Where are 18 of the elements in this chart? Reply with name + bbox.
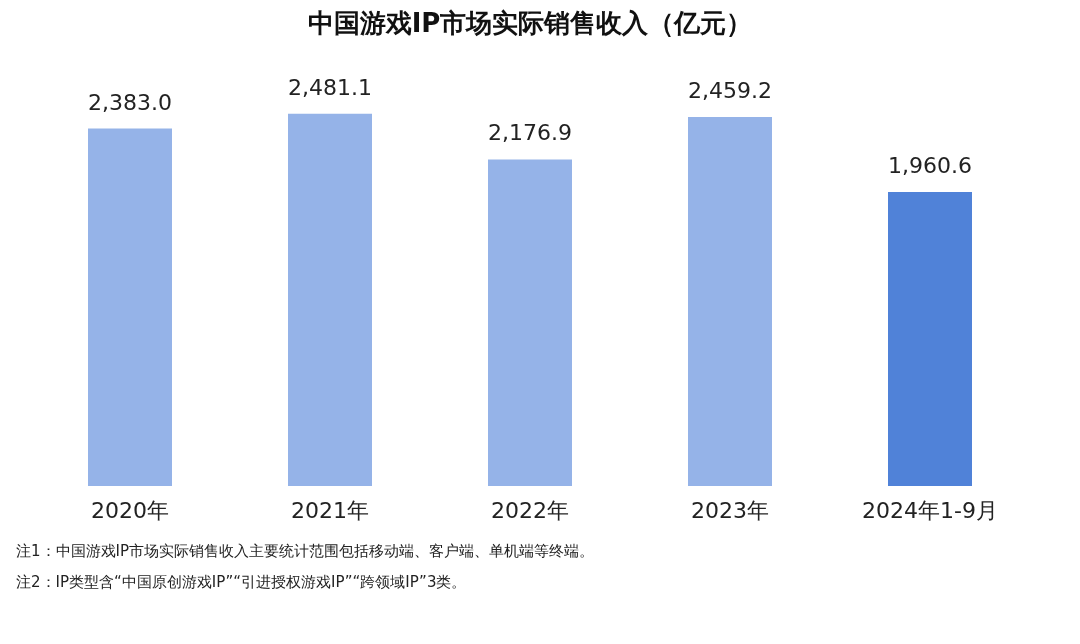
bar xyxy=(888,191,972,486)
text: 注2：IP类型含“中国原创游戏IP”“引进授权游戏IP”“跨领域IP”3类。 xyxy=(16,573,468,592)
data-label: 1,960.6 xyxy=(888,152,972,178)
bar xyxy=(88,128,172,486)
bar xyxy=(488,159,572,486)
text: 注1：中国游戏IP市场实际销售收入主要统计范围包括移动端、客户端、单机端等终端。 xyxy=(16,542,595,561)
x-tick-label: 2023年 xyxy=(691,497,769,523)
data-label: 2,459.2 xyxy=(688,78,772,104)
chart-title: 中国游戏IP市场实际销售收入（亿元） xyxy=(307,7,753,38)
x-tick-label: 2021年 xyxy=(291,497,369,523)
x-tick-label: 2022年 xyxy=(491,497,569,523)
bar xyxy=(288,113,372,486)
x-tick-label: 2020年 xyxy=(91,497,169,523)
data-label: 2,383.0 xyxy=(88,89,172,115)
bar xyxy=(688,117,772,486)
data-label: 2,481.1 xyxy=(288,74,372,100)
x-tick-label: 2024年1-9月 xyxy=(862,497,998,523)
data-label: 2,176.9 xyxy=(488,120,572,146)
